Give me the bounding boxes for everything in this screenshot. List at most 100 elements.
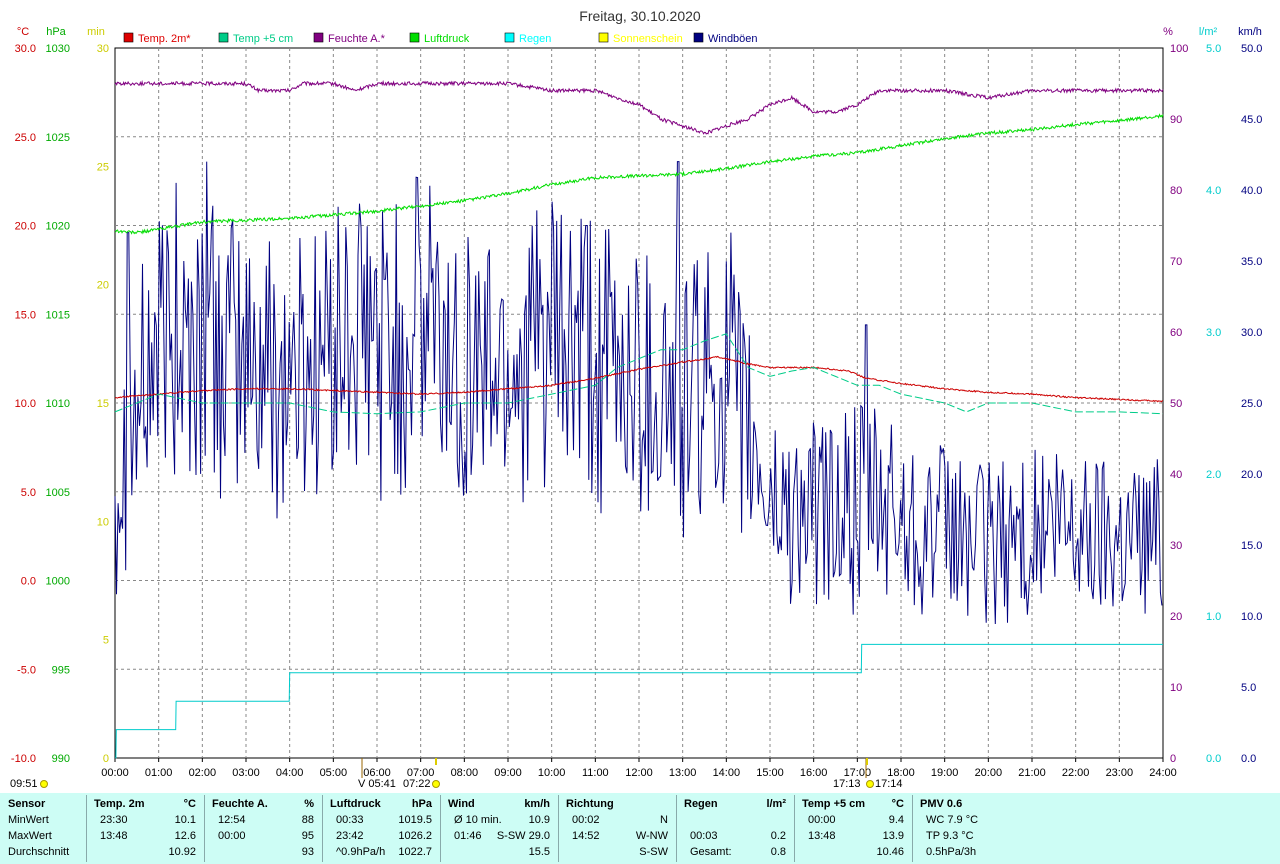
stats-col-unit-1: %: [304, 798, 314, 810]
sun-icon-left: [40, 780, 48, 788]
legend-label-3: Luftdruck: [424, 33, 470, 45]
series-1: [114, 333, 1164, 415]
stats-col-6-value-0: 9.4: [888, 814, 904, 826]
rain_lm2-tick-4: 1.0: [1206, 611, 1221, 623]
humidity_pct-tick-0: 100: [1170, 43, 1188, 55]
stats-col-1-value-2: 93: [301, 846, 314, 858]
stats-col-2-value-0: 1019.5: [398, 814, 432, 826]
humidity-axis-unit: %: [1163, 26, 1173, 38]
stats-col-unit-0: °C: [183, 798, 196, 810]
stats-row-label-3: Durchschnitt: [8, 846, 70, 858]
wind_kmh-tick-0: 50.0: [1241, 43, 1262, 55]
sunrise-label: 07:22: [403, 778, 431, 790]
stats-separator-1: [204, 795, 205, 862]
humidity_pct-tick-3: 70: [1170, 256, 1182, 268]
stats-col-1-value-1: 95: [301, 830, 314, 842]
legend-label-4: Regen: [519, 33, 551, 45]
sunset-label: 17:14: [875, 778, 903, 790]
x-tick-13: 13:00: [669, 767, 697, 779]
stats-separator-3: [440, 795, 441, 862]
rain_lm2-tick-5: 0.0: [1206, 753, 1221, 765]
stats-col-label-7: PMV 0.6: [920, 798, 963, 810]
x-tick-5: 05:00: [320, 767, 348, 779]
stats-col-5-value-1: 0.2: [770, 830, 786, 842]
stats-col-3-value-2: 15.5: [528, 846, 550, 858]
wind_kmh-tick-4: 30.0: [1241, 327, 1262, 339]
temp-axis-unit: °C: [17, 26, 29, 38]
stats-col-1-value-0: 88: [301, 814, 314, 826]
pressure_hpa-tick-0: 1030: [46, 43, 70, 55]
stats-col-5-time-2: Gesamt:: [690, 846, 732, 858]
stats-col-label-4: Richtung: [566, 798, 614, 810]
rain_lm2-tick-2: 3.0: [1206, 327, 1221, 339]
legend-swatch-0: [123, 32, 134, 43]
sunshine_min-tick-5: 5: [103, 635, 109, 647]
sunshine_min-tick-4: 10: [97, 516, 109, 528]
humidity_pct-tick-9: 10: [1170, 682, 1182, 694]
x-tick-24: 24:00: [1149, 767, 1177, 779]
stats-col-4-time-1: 14:52: [572, 830, 600, 842]
stats-col-1-time-1: 00:00: [218, 830, 246, 842]
sunshine_min-tick-2: 20: [97, 280, 109, 292]
stats-col-label-5: Regen: [684, 798, 718, 810]
series-layer: [114, 79, 1164, 759]
stats-col-0-value-1: 12.6: [174, 830, 196, 842]
series-0: [114, 355, 1164, 403]
humidity_pct-tick-5: 50: [1170, 398, 1182, 410]
legend-swatch-4: [504, 32, 515, 43]
sunshine-axis-unit: min: [87, 26, 105, 38]
x-tick-23: 23:00: [1106, 767, 1134, 779]
bottom-left-time: 09:51: [10, 778, 38, 790]
stats-row-label-2: MaxWert: [8, 830, 52, 842]
wind_kmh-tick-5: 25.0: [1241, 398, 1262, 410]
x-tick-2: 02:00: [189, 767, 217, 779]
stats-col-2-time-1: 23:42: [336, 830, 364, 842]
wind_kmh-tick-9: 5.0: [1241, 682, 1256, 694]
pressure_hpa-tick-4: 1010: [46, 398, 70, 410]
legend-label-6: Windböen: [708, 33, 758, 45]
stats-col-3-value-1: S-SW 29.0: [496, 830, 550, 842]
wind_kmh-tick-10: 0.0: [1241, 753, 1256, 765]
stats-separator-7: [912, 795, 913, 862]
series-windboeen: [114, 161, 1163, 625]
sunshine_min-tick-3: 15: [97, 398, 109, 410]
stats-col-4-value-1: W-NW: [635, 830, 668, 842]
legend-label-5: Sonnenschein: [613, 33, 683, 45]
x-tick-22: 22:00: [1062, 767, 1090, 779]
x-tick-4: 04:00: [276, 767, 304, 779]
stats-col-2-value-2: 1022.7: [398, 846, 432, 858]
sunshine_min-tick-0: 30: [97, 43, 109, 55]
stats-col-6-value-2: 10.46: [876, 846, 904, 858]
stats-col-label-0: Temp. 2m: [94, 798, 145, 810]
x-axis: 00:00 01:00 02:00 03:00 04:00 05:00 06:00 07:00…: [101, 758, 1177, 779]
stats-col-label-1: Feuchte A.: [212, 798, 268, 810]
x-tick-14: 14:00: [713, 767, 741, 779]
series-2: [114, 79, 1164, 135]
stats-col-4-value-2: S-SW: [639, 846, 668, 858]
stats-col-2-time-0: 00:33: [336, 814, 364, 826]
pressure_hpa-tick-1: 1025: [46, 132, 70, 144]
x-tick-19: 19:00: [931, 767, 959, 779]
pressure_hpa-tick-2: 1020: [46, 221, 70, 233]
legend: Temp. 2m* Temp +5 cm Feuchte A.* Luftdruck R…: [123, 32, 758, 45]
sunset-icon: [866, 780, 874, 788]
x-tick-3: 03:00: [232, 767, 260, 779]
sunshine_min-tick-1: 25: [97, 161, 109, 173]
wind_kmh-tick-1: 45.0: [1241, 114, 1262, 126]
humidity_pct-tick-8: 20: [1170, 611, 1182, 623]
stats-col-4-time-0: 00:02: [572, 814, 600, 826]
x-tick-0: 00:00: [101, 767, 129, 779]
weather-chart: Freitag, 30.10.2020 Temp. 2m* Temp +5 cm F…: [10, 8, 1262, 790]
x-tick-17: 17:00: [844, 767, 872, 779]
wind_kmh-tick-2: 40.0: [1241, 185, 1262, 197]
event-label-1: 17:13: [833, 778, 861, 790]
x-tick-16: 16:00: [800, 767, 828, 779]
stats-col-7-time-1: TP 9.3 °C: [926, 830, 974, 842]
stats-col-1-time-0: 12:54: [218, 814, 246, 826]
temp_c-tick-5: 5.0: [21, 487, 36, 499]
rain_lm2-tick-3: 2.0: [1206, 469, 1221, 481]
temp_c-tick-4: 10.0: [15, 398, 36, 410]
stats-col-5-time-1: 00:03: [690, 830, 718, 842]
stats-col-2-time-2: ^0.9hPa/h: [336, 846, 386, 858]
stats-col-unit-6: °C: [891, 798, 904, 810]
